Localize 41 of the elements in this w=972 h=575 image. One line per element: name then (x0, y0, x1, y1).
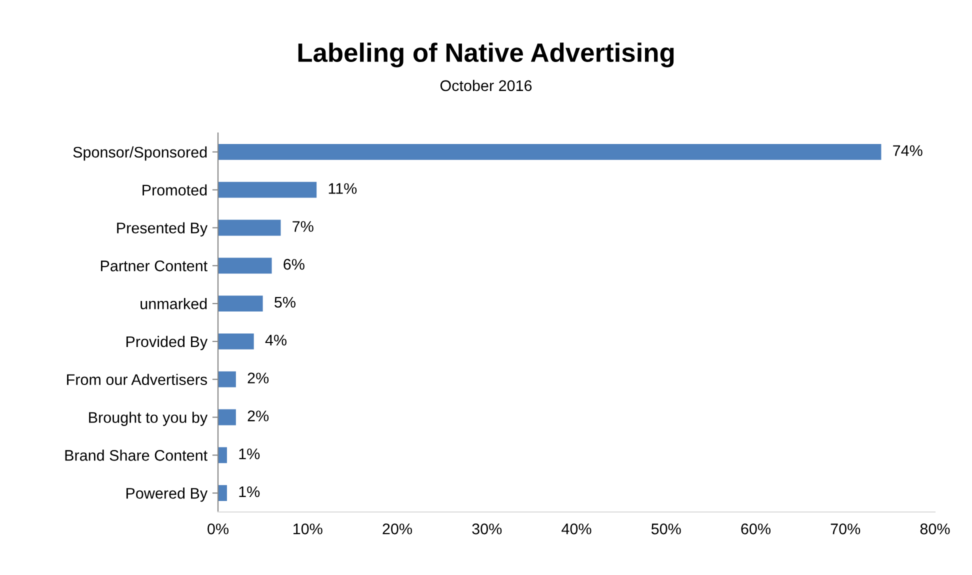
x-tick-label: 0% (208, 524, 228, 534)
data-label: 2% (248, 372, 269, 384)
y-tick-label: unmarked (140, 298, 207, 310)
data-label: 11% (328, 183, 357, 194)
data-label: 2% (248, 410, 269, 422)
y-tick-label: Brand Share Content (65, 450, 208, 461)
bar (218, 371, 236, 388)
bar (218, 182, 317, 198)
y-tick-label: Promoted (142, 184, 207, 196)
chart-subtitle: October 2016 (440, 80, 532, 92)
y-tick-label: Sponsor/Sponsored (73, 146, 207, 161)
bar (218, 258, 272, 274)
data-label: 1% (239, 486, 260, 498)
y-tick-label: Presented By (117, 222, 208, 236)
bar (218, 296, 263, 312)
bar (218, 333, 254, 350)
y-tick-label: Partner Content (100, 260, 208, 272)
bar (218, 485, 227, 502)
bar (218, 144, 882, 160)
data-label: 74% (893, 145, 922, 156)
y-tick-label: Provided By (126, 336, 208, 350)
bar (218, 409, 236, 426)
data-label: 7% (292, 221, 314, 232)
bar (218, 220, 281, 236)
x-tick-label: 30% (472, 524, 502, 534)
chart-title: Labeling of Native Advertising (298, 42, 674, 68)
x-tick-label: 60% (741, 524, 770, 534)
y-tick-label: Brought to you by (89, 412, 208, 426)
x-tick-label: 10% (294, 524, 322, 534)
x-tick-label: 40% (562, 524, 592, 534)
x-tick-label: 80% (920, 524, 950, 534)
y-tick-label: From our Advertisers (67, 374, 208, 386)
y-tick-label: Powered By (126, 488, 208, 502)
bar (218, 447, 227, 464)
data-label: 6% (284, 258, 304, 270)
data-label: 4% (265, 334, 286, 346)
x-tick-label: 70% (830, 524, 860, 534)
x-tick-label: 20% (382, 524, 412, 534)
data-label: 5% (274, 296, 296, 308)
data-label: 1% (239, 448, 260, 460)
x-tick-label: 50% (651, 524, 681, 534)
